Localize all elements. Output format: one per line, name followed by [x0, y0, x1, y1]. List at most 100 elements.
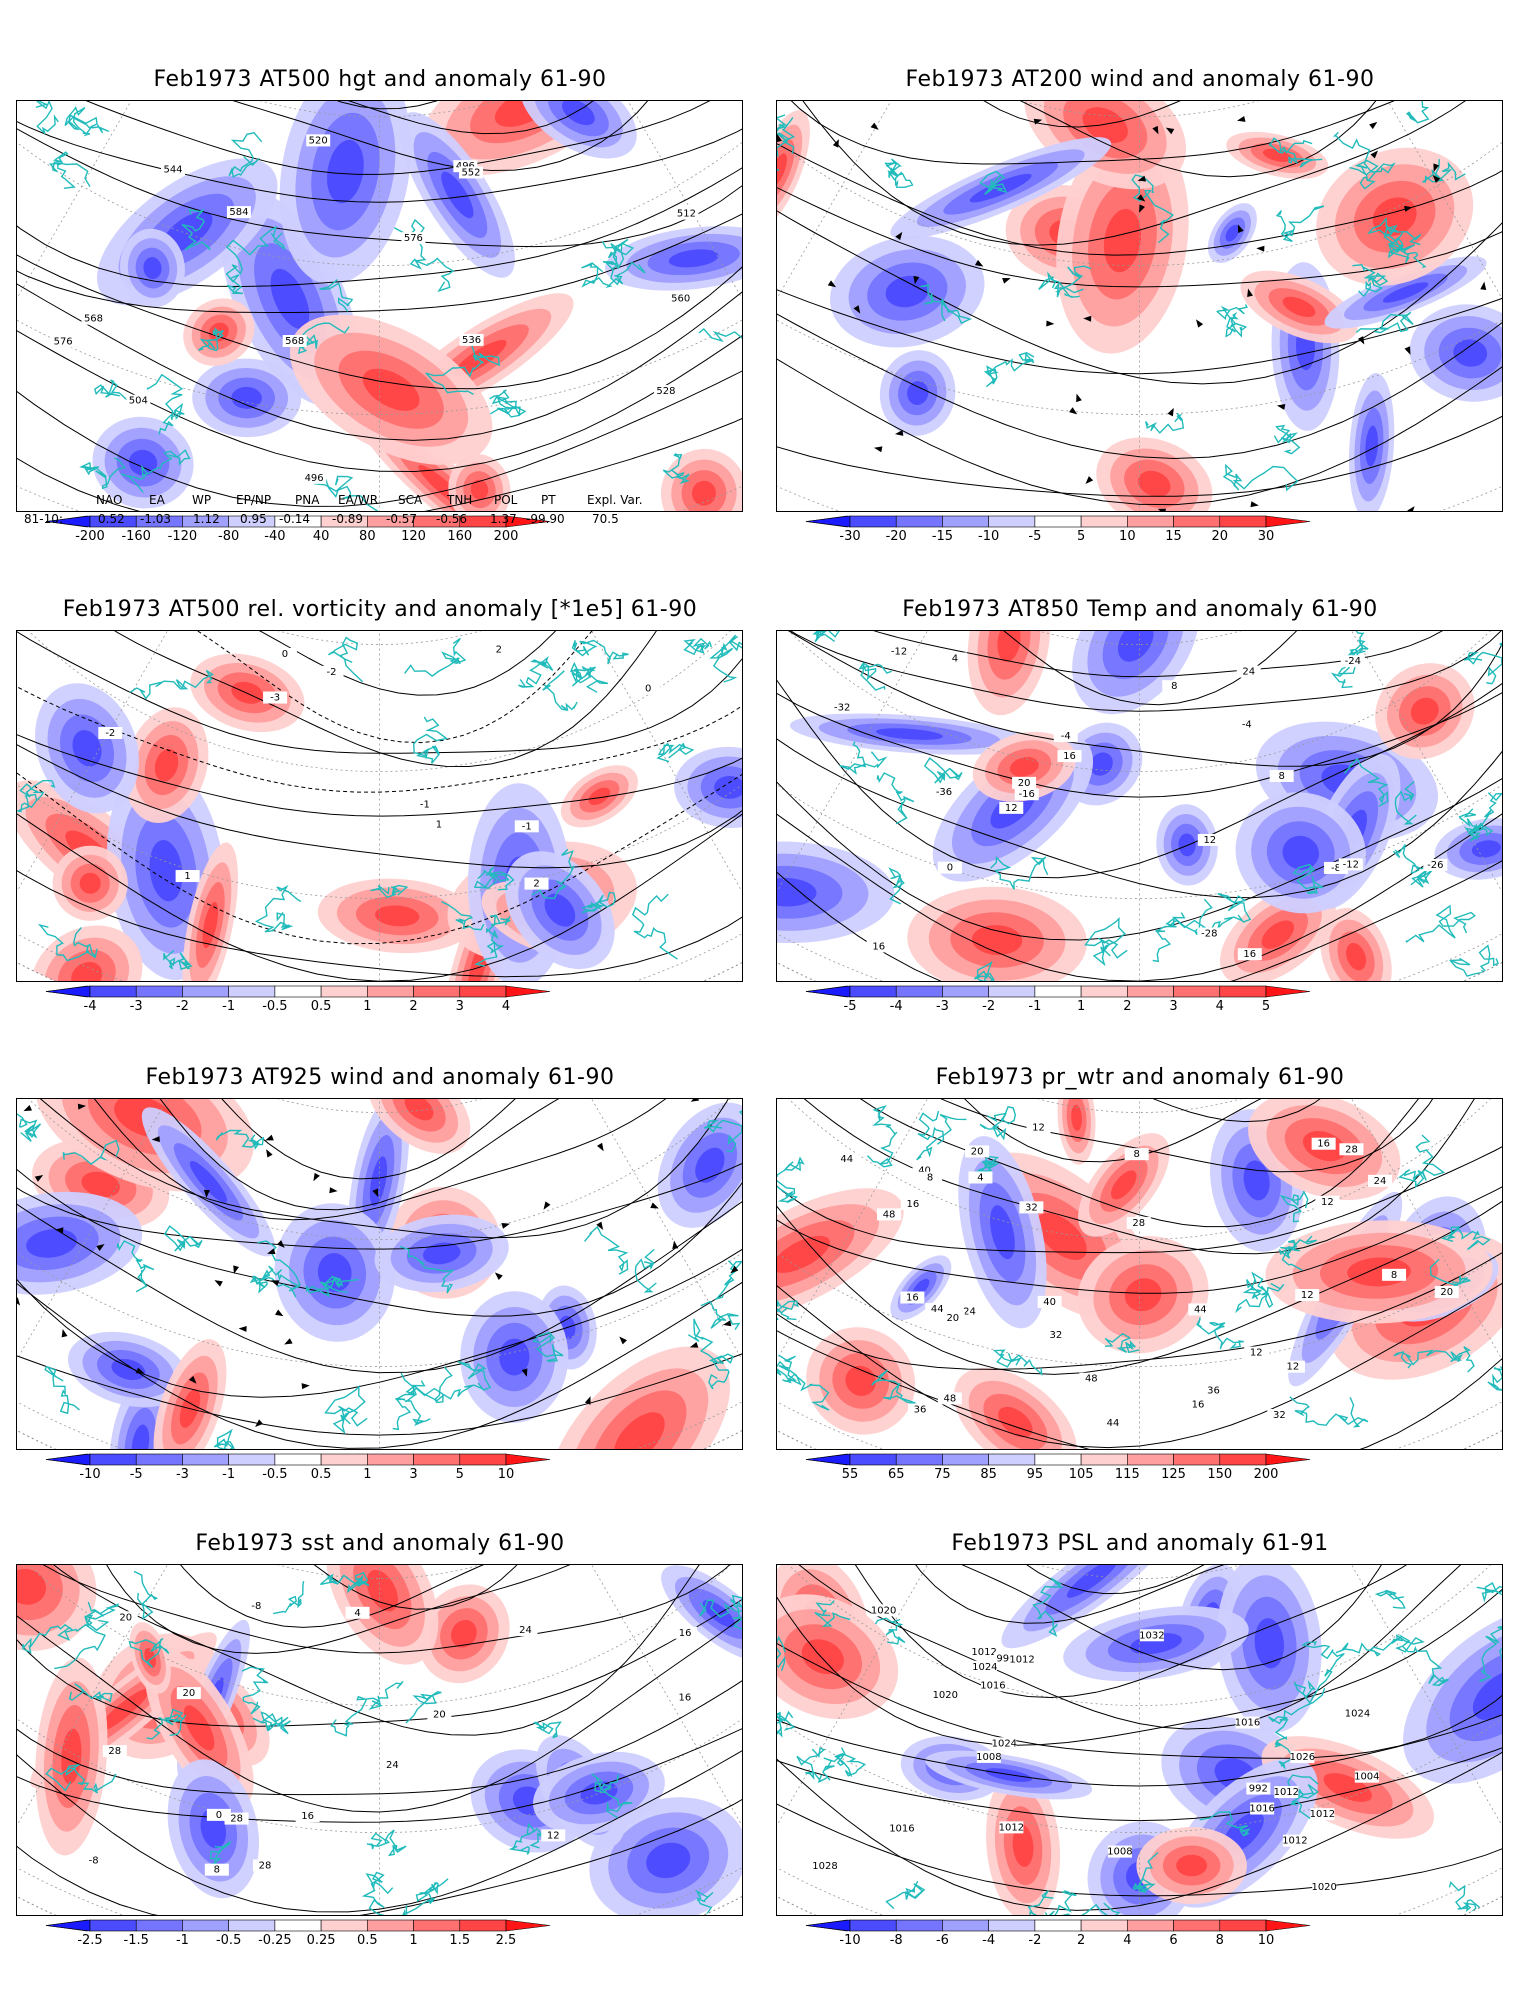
contour-line: [17, 1565, 742, 1628]
panel-prwtr: Feb1973 pr_wtr and anomaly 61-90 28 24 32 4…: [776, 1060, 1504, 1482]
coastline: [198, 326, 225, 352]
colorbar-swatch: [1080, 1919, 1128, 1932]
streamline-arrow: [61, 1328, 68, 1338]
streamline-arrow: [77, 1103, 87, 1110]
contour-label: 48: [883, 1209, 896, 1220]
colorbar-tick-label: -4: [890, 999, 903, 1014]
contour-label: 2: [496, 645, 502, 656]
streamline-arrow: [1033, 118, 1043, 125]
contour-label-bg: [1101, 1417, 1126, 1430]
positive-anomaly: [1262, 148, 1292, 162]
colorbar-tick-label: 0.5: [357, 1933, 378, 1948]
coastline: [1235, 1282, 1285, 1314]
contour-label-bg: [887, 645, 912, 658]
colorbar-swatch: [895, 1919, 943, 1932]
meridian: [1139, 101, 1502, 133]
coastline: [1449, 944, 1500, 977]
contour-label-bg: [1019, 1201, 1044, 1214]
positive-anomaly: [1036, 1213, 1087, 1260]
contour-label-bg: [176, 1687, 201, 1700]
meridian: [1139, 1565, 1502, 1880]
negative-anomaly: [885, 275, 929, 308]
contour-label-bg: [1338, 858, 1363, 871]
contour-line: [17, 1565, 742, 1823]
contour-label: 36: [914, 1405, 927, 1416]
contour-line: [17, 101, 742, 203]
idx-header: NAO: [96, 493, 123, 507]
contour-line: [17, 631, 742, 978]
coastline: [1398, 1134, 1446, 1189]
teleconnection-values: 81-10: 0.52 -1.03 1.12 0.95 -0.14 -0.89 …: [16, 512, 744, 528]
coastline: [116, 1240, 155, 1293]
contour-label-bg: [252, 1859, 277, 1872]
idx-value: -0.56: [436, 512, 468, 526]
contour-label-bg: [942, 652, 967, 665]
panel-title: Feb1973 AT850 Temp and anomaly 61-90: [902, 597, 1378, 622]
colorbar-tick-label: -1: [222, 999, 235, 1014]
colorbar-arrow-left: [805, 515, 851, 528]
streamline-arrow: [23, 1105, 33, 1112]
streamline-arrow: [1370, 150, 1379, 159]
streamline-arrow: [895, 429, 904, 436]
contour-label-bg: [937, 1392, 962, 1405]
negative-anomaly: [143, 257, 162, 280]
contour-line: [777, 631, 1502, 798]
colorbar-tick-label: 3: [409, 1467, 417, 1482]
idx-value: -0.89: [332, 512, 364, 526]
coastline: [777, 1354, 830, 1411]
contour-label: 4: [952, 653, 958, 664]
coastline: [305, 1275, 359, 1298]
coastline: [474, 914, 511, 967]
map-wind200: [776, 100, 1503, 512]
colorbar-tick-label: -1.5: [124, 1933, 149, 1948]
coastline: [1131, 174, 1175, 244]
contour-label-bg: [514, 820, 539, 833]
meridian: [17, 1099, 380, 1414]
idx-value: -1.03: [140, 512, 172, 526]
colorbar-tick-label: 1: [1077, 999, 1085, 1014]
coastline: [133, 1570, 159, 1620]
contour-label: 1020: [1311, 1882, 1336, 1893]
coastline: [441, 900, 485, 931]
positive-anomaly: [183, 1705, 215, 1751]
contour-label-bg: [1345, 1707, 1370, 1720]
contour-line: [17, 101, 742, 441]
streamline-arrow: [596, 1221, 604, 1230]
contour-label-bg: [1043, 1329, 1068, 1342]
positive-anomaly: [1082, 107, 1128, 144]
colorbar-swatch: [367, 1453, 414, 1466]
contour-line: [17, 1099, 742, 1180]
positive-anomaly: [1138, 470, 1171, 497]
colorbar-swatch: [320, 985, 368, 998]
contour-label-bg: [204, 1863, 229, 1876]
streamline-arrow: [1433, 163, 1440, 172]
streamline-arrow: [1152, 125, 1159, 135]
contour-label-bg: [900, 1197, 925, 1210]
latitude-circle: [17, 631, 742, 645]
coastline: [1330, 639, 1366, 689]
streamline-arrow: [275, 1309, 284, 1317]
contour-label-bg: [1246, 1782, 1271, 1795]
contour-label-bg: [940, 1312, 965, 1325]
coastline: [1487, 1365, 1502, 1392]
contour-label: 8: [1279, 771, 1285, 782]
contour-label: -4: [1061, 731, 1071, 742]
coastline: [324, 1384, 368, 1435]
positive-anomaly: [691, 480, 716, 506]
positive-anomaly: [777, 1235, 830, 1273]
contour-label-bg: [206, 1808, 231, 1821]
colorbar-tick-label: -5: [130, 1467, 143, 1482]
contour-label-bg: [458, 166, 483, 179]
coastline: [489, 389, 527, 418]
contour-label-bg: [908, 1403, 933, 1416]
contour-label: 536: [462, 335, 481, 346]
contour-label-bg: [1162, 680, 1187, 693]
contour-label-bg: [980, 1679, 1005, 1692]
contour-line: [17, 1565, 742, 1915]
colorbar-swatch: [1127, 985, 1174, 998]
colorbar-swatch: [1173, 985, 1221, 998]
colorbar-swatch: [1034, 1453, 1082, 1466]
contour-label-bg: [524, 877, 549, 890]
coastline: [404, 637, 467, 677]
coastline: [370, 884, 409, 899]
